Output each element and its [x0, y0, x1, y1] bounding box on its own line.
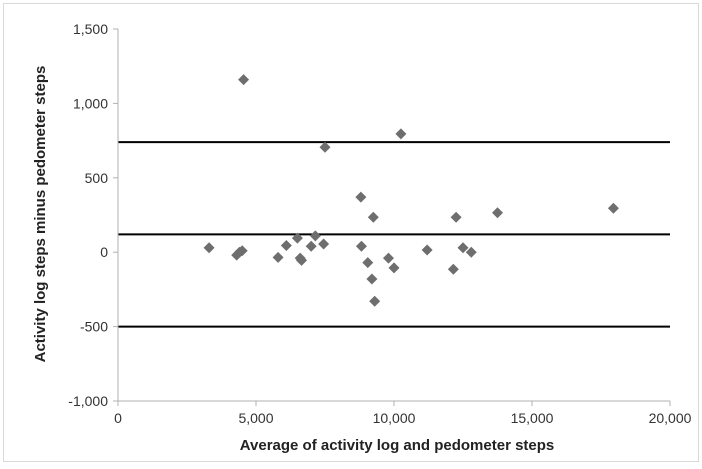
data-points: [203, 74, 619, 307]
data-point: [272, 251, 284, 263]
y-tick-label: -500: [80, 319, 108, 335]
x-tick-label: 0: [114, 410, 122, 426]
data-point: [203, 242, 215, 254]
x-tick-labels: 0 5,000 10,000 15,000 20,000: [114, 410, 692, 426]
y-tick-labels: 1,500 1,000 500 0 -500 -1,000: [68, 21, 108, 409]
data-point: [305, 240, 317, 252]
data-point: [238, 74, 250, 86]
data-point: [388, 262, 400, 274]
chart-frame: 0 5,000 10,000 15,000 20,000 1,500 1,000 500 0-…: [3, 3, 699, 462]
data-point: [457, 242, 469, 254]
data-point: [367, 211, 379, 223]
x-tick-label: 15,000: [511, 410, 554, 426]
x-tick-label: 5,000: [238, 410, 273, 426]
data-point: [318, 238, 330, 250]
x-axis-title: Average of activity log and pedometer st…: [240, 437, 555, 454]
y-tick-label: 0: [100, 244, 108, 260]
data-point: [492, 207, 503, 219]
x-tick-label: 10,000: [373, 410, 416, 426]
axes: [113, 28, 671, 406]
y-tick-label: 1,000: [73, 95, 108, 111]
data-point: [421, 244, 433, 256]
data-point: [450, 211, 462, 223]
reference-lines: [118, 141, 670, 328]
y-axis-title: Activity log steps minus pedometer steps: [32, 66, 49, 363]
data-point: [369, 295, 381, 307]
data-point: [607, 202, 619, 214]
y-tick-label: 500: [85, 170, 109, 186]
data-point: [395, 128, 407, 140]
data-point: [319, 141, 331, 153]
data-point: [280, 240, 292, 252]
data-point: [382, 252, 394, 264]
data-point: [355, 240, 367, 252]
data-point: [296, 254, 308, 266]
data-point: [309, 230, 321, 242]
data-point: [355, 191, 367, 203]
data-point: [291, 232, 303, 244]
data-point: [236, 245, 248, 257]
data-point: [366, 273, 378, 285]
data-point: [465, 246, 477, 258]
data-point: [447, 263, 459, 275]
y-tick-label: -1,000: [68, 393, 108, 409]
x-tick-label: 20,000: [649, 410, 692, 426]
y-tick-label: 1,500: [73, 21, 108, 37]
scatter-chart: 0 5,000 10,000 15,000 20,000 1,5001,0005000-…: [32, 21, 692, 454]
data-point: [362, 257, 374, 269]
